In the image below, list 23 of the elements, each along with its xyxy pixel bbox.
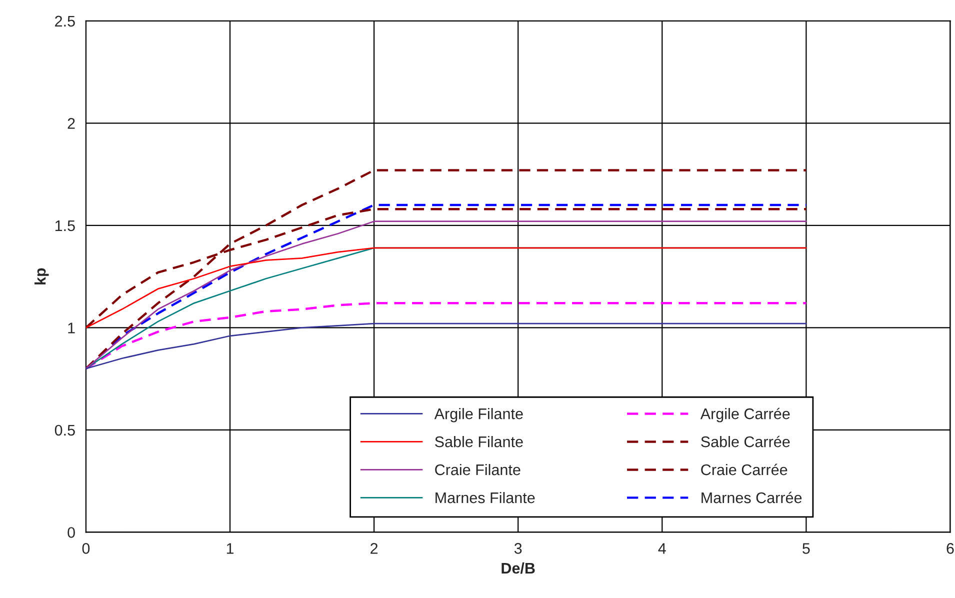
legend-label: Sable Filante <box>435 436 523 448</box>
x-tick-label: 6 <box>946 543 954 554</box>
y-tick-label: 0 <box>68 527 75 538</box>
y-tick-label: 1 <box>68 322 75 334</box>
y-tick-label: 1.5 <box>55 220 75 232</box>
legend-label: Argile Carrée <box>700 408 790 422</box>
x-tick-label: 4 <box>658 543 666 554</box>
legend-label: Argile Filante <box>434 408 523 422</box>
x-tick-label: 2 <box>370 543 378 554</box>
legend-label: Craie Carrée <box>701 464 788 476</box>
legend-label: Marnes Filante <box>436 492 535 504</box>
x-axis-title: De/B <box>502 562 535 574</box>
y-tick-label: 0.5 <box>54 424 75 436</box>
x-tick-label: 1 <box>226 543 234 554</box>
x-tick-label: 0 <box>82 543 90 554</box>
y-tick-label: 2 <box>68 118 75 129</box>
legend-label: Sable Carrée <box>701 436 790 448</box>
y-tick-label: 2.5 <box>55 16 75 27</box>
x-tick-label: 5 <box>802 543 810 554</box>
legend-label: Marnes Carrée <box>702 492 802 504</box>
x-tick-label: 3 <box>514 543 522 554</box>
y-axis-title: kp <box>34 268 49 284</box>
legend-label: Craie Filante <box>435 464 520 476</box>
